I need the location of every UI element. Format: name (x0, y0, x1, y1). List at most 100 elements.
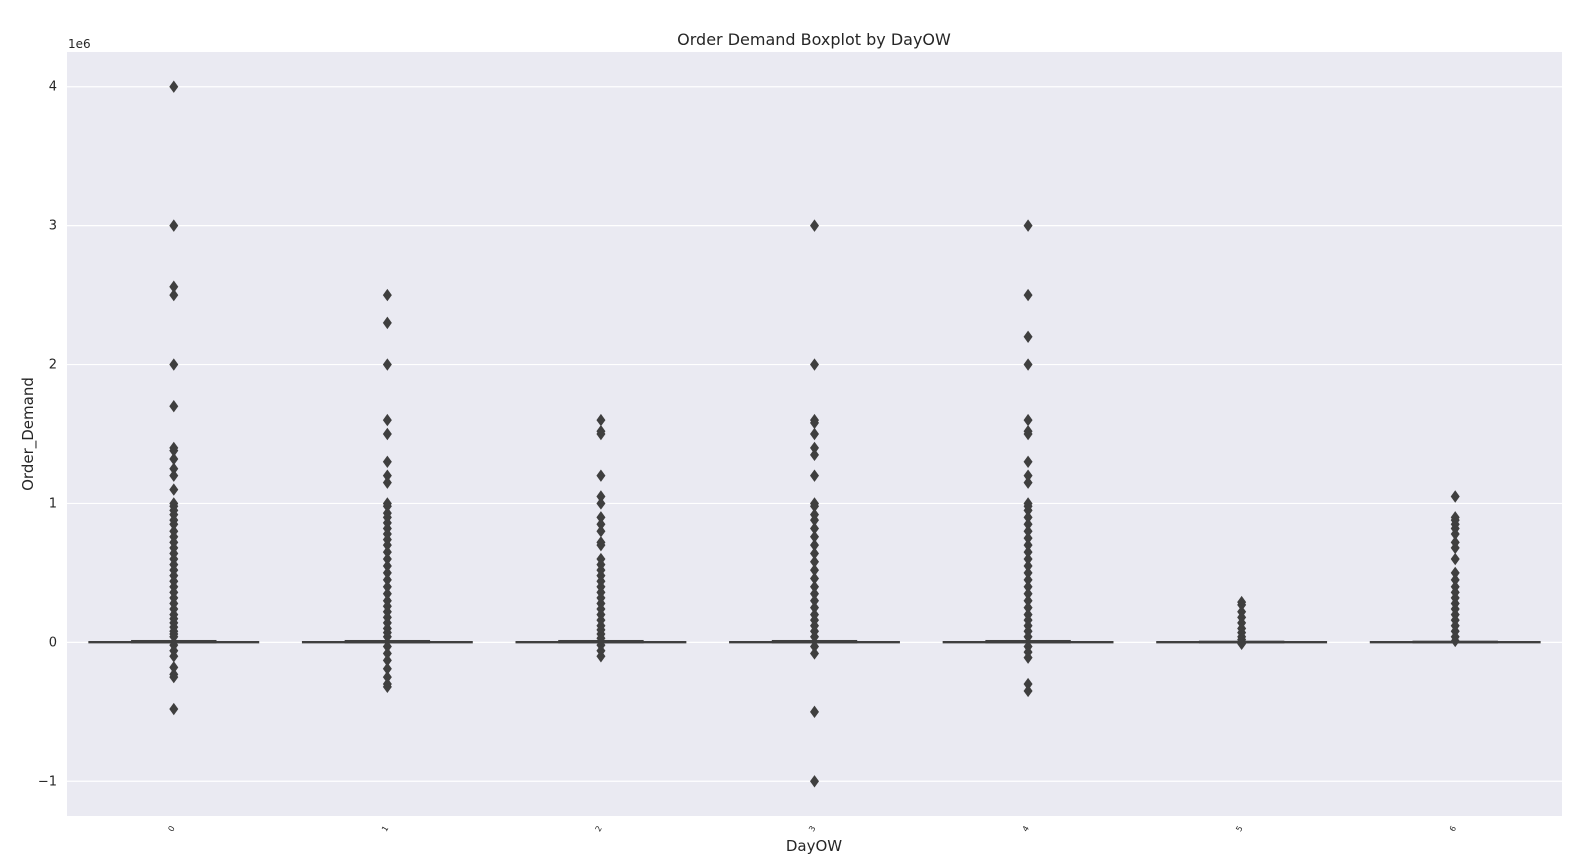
y-tick-labels: −1 0 1 2 3 4 (38, 80, 57, 790)
outlier-point (1023, 525, 1033, 538)
outlier-point (1023, 455, 1033, 468)
outlier-point (1237, 637, 1247, 650)
box-group-6 (1369, 490, 1541, 648)
box-group-0 (88, 80, 260, 716)
outlier-point (382, 680, 392, 694)
outlier-point (382, 413, 392, 427)
outlier-point (382, 573, 392, 587)
outlier-point (596, 511, 606, 524)
outlier-point (1450, 573, 1460, 587)
outlier-point (810, 587, 819, 600)
outlier-point (810, 601, 819, 614)
outlier-point (1237, 598, 1247, 612)
outlier-point (169, 288, 179, 302)
outlier-point (810, 555, 819, 568)
outlier-point (810, 594, 819, 607)
outlier-point (1023, 684, 1033, 698)
outlier-point (810, 630, 819, 644)
box-group-1 (301, 288, 473, 694)
outlier-point (382, 630, 392, 644)
outlier-point (1023, 219, 1033, 232)
y-offset-label: 1e6 (68, 37, 91, 51)
outlier-point (810, 416, 819, 430)
outlier-point (382, 545, 392, 559)
outlier-point (810, 640, 819, 653)
outlier-point (169, 630, 179, 644)
outlier-point (1023, 427, 1033, 441)
outlier-point (1023, 511, 1033, 524)
y-tick-label: 1 (49, 496, 57, 511)
outlier-point (169, 518, 179, 531)
outlier-point (596, 538, 606, 552)
outlier-point (382, 552, 392, 566)
outlier-point (382, 476, 392, 489)
outlier-point (810, 705, 819, 719)
y-tick-label: 4 (49, 80, 57, 95)
outlier-point (1023, 545, 1033, 559)
outlier-point (169, 670, 179, 684)
outlier-point (1023, 594, 1033, 607)
x-tick-labels: 0 1 2 3 4 5 6 (166, 824, 1458, 833)
x-tick-label: 3 (807, 824, 817, 833)
outlier-point (169, 219, 179, 232)
outlier-point (596, 631, 606, 645)
outlier-point (169, 483, 179, 496)
outlier-point (1450, 541, 1460, 555)
y-tick-label: 0 (49, 635, 57, 650)
outlier-point (810, 647, 819, 660)
outlier-point (810, 580, 819, 593)
outlier-point (1023, 559, 1033, 573)
outlier-point (596, 490, 606, 503)
outlier-point (1023, 531, 1033, 545)
outlier-point (1023, 573, 1033, 587)
outlier-point (1023, 476, 1033, 489)
outlier-point (1023, 677, 1033, 691)
outlier-point (169, 280, 179, 293)
outlier-point (810, 775, 819, 788)
outlier-point (810, 522, 819, 535)
outlier-point (810, 538, 819, 552)
y-tick-label: 3 (49, 219, 57, 234)
outlier-point (1023, 552, 1033, 566)
box-group-4 (942, 219, 1114, 698)
outlier-point (1023, 358, 1033, 371)
outlier-point (810, 572, 819, 585)
outlier-point (810, 469, 819, 482)
outlier-point (382, 455, 392, 468)
outlier-point (596, 469, 606, 482)
outlier-point (382, 566, 392, 580)
x-tick-label: 2 (594, 824, 604, 833)
outlier-point (1023, 580, 1033, 593)
outlier-point (810, 500, 819, 513)
outlier-point (382, 500, 392, 513)
outlier-point (382, 662, 392, 675)
outlier-point (596, 650, 606, 663)
outlier-point (1023, 288, 1033, 302)
outlier-point (1450, 552, 1460, 566)
boxes (88, 80, 1541, 788)
outlier-point (1023, 504, 1033, 517)
y-tick-label: 2 (49, 358, 57, 373)
outlier-point (596, 525, 606, 538)
outlier-point (1023, 413, 1033, 427)
outlier-point (382, 654, 392, 667)
outlier-point (382, 647, 392, 660)
outlier-point (1023, 566, 1033, 580)
outlier-point (810, 563, 819, 577)
outlier-point (1023, 601, 1033, 614)
box-group-5 (1156, 595, 1328, 650)
outlier-point (1450, 566, 1460, 580)
outlier-point (1450, 490, 1460, 503)
outlier-point (596, 497, 606, 510)
x-tick-label: 6 (1448, 824, 1458, 833)
outlier-point (1023, 587, 1033, 600)
outlier-point (596, 518, 606, 531)
outlier-point (169, 469, 179, 482)
outlier-point (810, 513, 819, 527)
outlier-point (382, 670, 392, 684)
x-tick-label: 0 (166, 824, 176, 833)
outlier-point (596, 427, 606, 441)
outlier-point (382, 580, 392, 593)
outlier-point (169, 80, 179, 93)
y-axis-label: Order_Demand (19, 377, 38, 491)
